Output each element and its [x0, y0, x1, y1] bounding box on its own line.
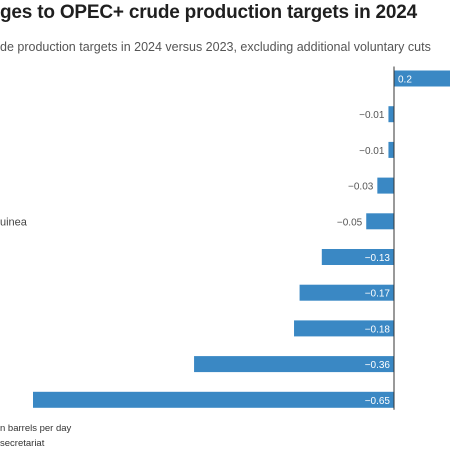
bar-value-label: −0.18 [365, 324, 391, 335]
bar-value-label: −0.65 [365, 396, 391, 407]
chart-source: secretariat [0, 438, 45, 449]
bar [194, 356, 394, 373]
bar-value-label: −0.17 [365, 289, 391, 300]
bar-value-label: −0.01 [359, 146, 385, 157]
category-label: uinea [0, 216, 28, 228]
bar-value-label: −0.05 [337, 217, 363, 228]
bar [321, 249, 394, 265]
bar [377, 177, 394, 194]
bar-value-label: 0.2 [398, 75, 412, 86]
chart-note: n barrels per day [0, 423, 72, 434]
bar-value-label: −0.03 [348, 182, 374, 193]
bar [294, 320, 394, 337]
bar-value-label: −0.13 [365, 253, 391, 264]
chart-subtitle: de production targets in 2024 versus 202… [0, 40, 431, 54]
bar [33, 391, 394, 408]
bar [299, 284, 394, 301]
bar [394, 70, 450, 87]
bar-value-label: −0.01 [359, 110, 385, 121]
bar-chart: 0.2 −0.01 −0.01 −0.03 −0.05 uinea −0.13 −0.17 −0… [0, 66, 450, 410]
bar [388, 106, 394, 123]
chart-title: ges to OPEC+ crude production targets in… [0, 2, 418, 23]
bar [388, 141, 394, 158]
bar-value-label: −0.36 [365, 360, 391, 371]
bar [366, 213, 394, 230]
